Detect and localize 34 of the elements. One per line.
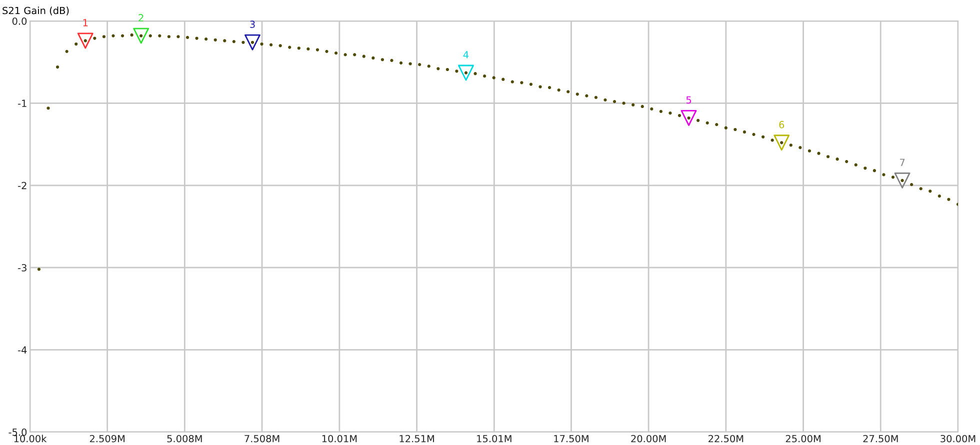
x-tick-label: 30.00M — [940, 434, 976, 442]
x-tick-label: 2.509M — [90, 434, 124, 442]
x-tick-label: 7.508M — [244, 434, 280, 442]
y-axis-title: S21 Gain (dB) — [2, 6, 69, 16]
x-tick-label: 5.008M — [167, 434, 202, 442]
point — [133, 28, 150, 44]
x-tick-label: 27.50M — [863, 434, 898, 442]
x-tick-label: 17.50M — [554, 434, 588, 442]
annotation: 6 — [779, 120, 784, 128]
x-tick-label: 10.00k — [14, 434, 47, 442]
point — [77, 32, 94, 49]
point — [894, 172, 910, 188]
y-tick-label: -3 — [18, 264, 26, 272]
annotation: 3 — [250, 20, 255, 28]
point — [680, 110, 697, 126]
x-tick-label: 22.50M — [708, 434, 744, 442]
x-tick-label: 12.51M — [400, 434, 434, 442]
annotation: 1 — [83, 19, 88, 26]
y-tick-label: 0.0 — [12, 17, 27, 25]
x-tick-label: 20.00M — [631, 434, 666, 442]
point — [774, 134, 790, 151]
x-tick-label: 25.00M — [786, 434, 820, 442]
point — [458, 64, 474, 81]
point — [244, 34, 260, 50]
y-tick-label: -2 — [18, 182, 26, 190]
y-tick-label: -1 — [18, 100, 26, 107]
annotation: 5 — [686, 96, 692, 104]
annotation: 2 — [138, 14, 144, 22]
x-tick-label: 15.01M — [477, 434, 512, 442]
y-tick-label: -5.0 — [8, 428, 27, 436]
y-tick-label: -4 — [18, 346, 27, 354]
x-tick-label: 10.01M — [322, 434, 357, 442]
annotation: 4 — [463, 51, 469, 58]
annotation: 7 — [900, 158, 905, 166]
